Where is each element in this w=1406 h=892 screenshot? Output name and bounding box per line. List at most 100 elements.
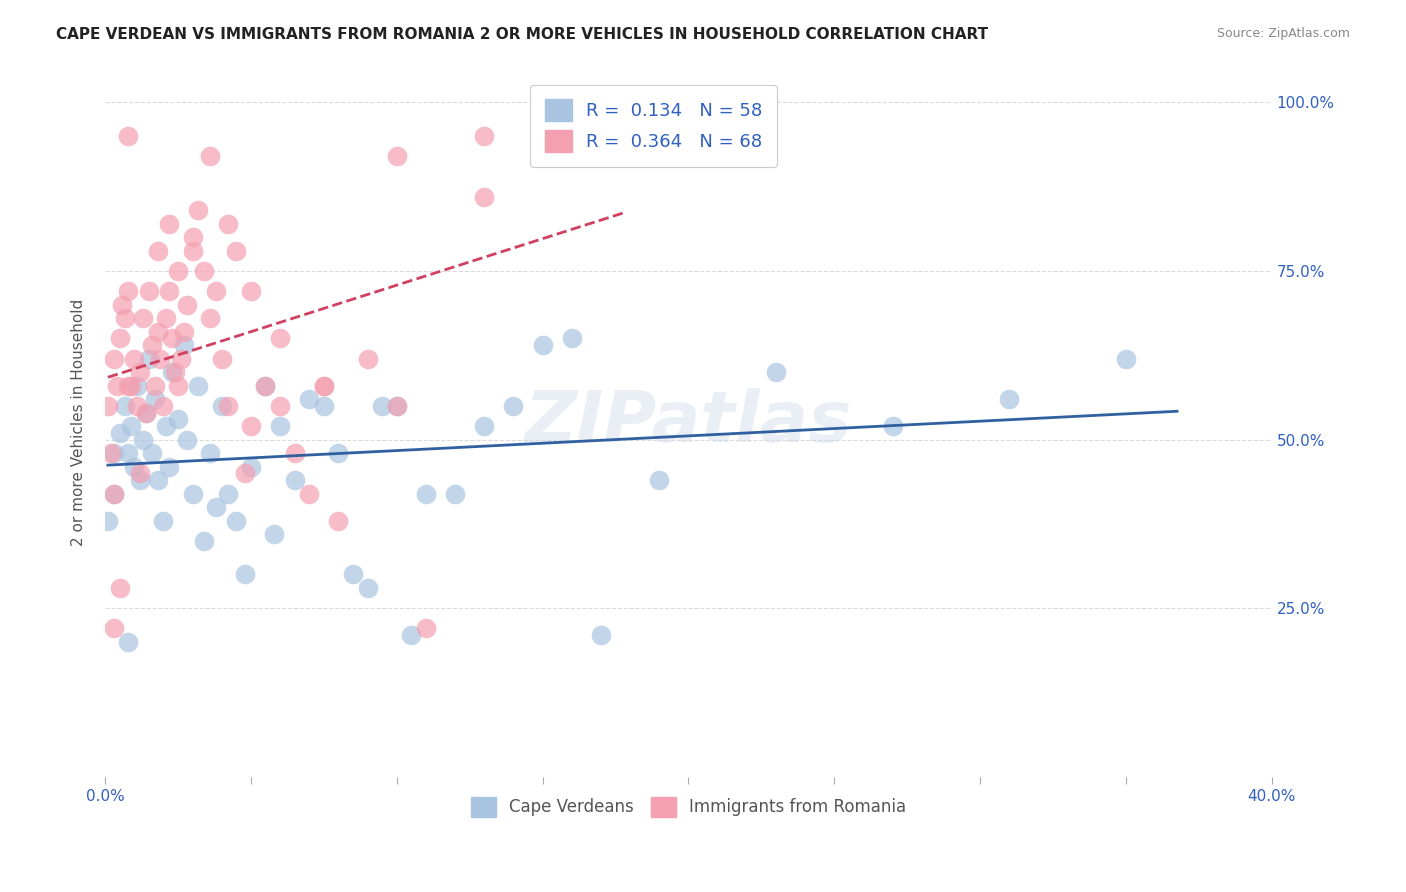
Point: [146, 325, 169, 339]
Point: [298, 392, 321, 406]
Point: [444, 486, 467, 500]
Point: [263, 527, 285, 541]
Point: [117, 378, 139, 392]
Point: [152, 399, 174, 413]
Point: [239, 419, 262, 434]
Point: [401, 628, 423, 642]
Point: [217, 217, 239, 231]
Point: [181, 244, 204, 258]
Point: [269, 399, 291, 413]
Point: [187, 378, 209, 392]
Point: [589, 109, 612, 123]
Text: ZIPatlas: ZIPatlas: [524, 388, 852, 458]
Point: [176, 298, 198, 312]
Point: [103, 486, 125, 500]
Point: [998, 392, 1021, 406]
Point: [103, 486, 125, 500]
Point: [100, 446, 122, 460]
Point: [141, 446, 163, 460]
Point: [472, 190, 495, 204]
Point: [135, 406, 157, 420]
Point: [97, 514, 120, 528]
Point: [269, 419, 291, 434]
Y-axis label: 2 or more Vehicles in Household: 2 or more Vehicles in Household: [72, 299, 86, 546]
Point: [356, 581, 378, 595]
Point: [312, 399, 335, 413]
Point: [225, 244, 247, 258]
Point: [217, 486, 239, 500]
Point: [371, 399, 394, 413]
Point: [152, 514, 174, 528]
Point: [143, 392, 166, 406]
Point: [205, 500, 228, 514]
Point: [157, 217, 180, 231]
Point: [233, 567, 256, 582]
Point: [239, 459, 262, 474]
Point: [415, 622, 437, 636]
Point: [342, 567, 364, 582]
Point: [531, 109, 554, 123]
Point: [225, 514, 247, 528]
Point: [170, 351, 193, 366]
Point: [157, 459, 180, 474]
Point: [648, 473, 671, 487]
Point: [187, 203, 209, 218]
Point: [160, 331, 183, 345]
Point: [254, 378, 277, 392]
Point: [114, 311, 136, 326]
Point: [117, 128, 139, 143]
Point: [122, 351, 145, 366]
Point: [167, 412, 190, 426]
Point: [298, 486, 321, 500]
Point: [122, 459, 145, 474]
Point: [120, 378, 142, 392]
Point: [385, 399, 408, 413]
Point: [103, 446, 125, 460]
Point: [211, 351, 233, 366]
Point: [129, 473, 152, 487]
Point: [117, 446, 139, 460]
Point: [312, 378, 335, 392]
Point: [108, 425, 131, 440]
Point: [103, 351, 125, 366]
Point: [254, 378, 277, 392]
Point: [103, 622, 125, 636]
Point: [125, 378, 148, 392]
Point: [157, 284, 180, 298]
Point: [176, 433, 198, 447]
Point: [217, 399, 239, 413]
Point: [129, 467, 152, 481]
Point: [284, 473, 307, 487]
Point: [205, 284, 228, 298]
Point: [198, 311, 221, 326]
Point: [284, 446, 307, 460]
Point: [173, 338, 195, 352]
Point: [198, 149, 221, 163]
Point: [502, 399, 524, 413]
Point: [155, 419, 177, 434]
Point: [120, 419, 142, 434]
Point: [132, 433, 155, 447]
Point: [312, 378, 335, 392]
Point: [138, 351, 160, 366]
Point: [108, 581, 131, 595]
Point: [138, 284, 160, 298]
Point: [149, 351, 172, 366]
Point: [239, 284, 262, 298]
Point: [531, 338, 554, 352]
Point: [167, 378, 190, 392]
Point: [117, 635, 139, 649]
Point: [561, 331, 583, 345]
Text: CAPE VERDEAN VS IMMIGRANTS FROM ROMANIA 2 OR MORE VEHICLES IN HOUSEHOLD CORRELAT: CAPE VERDEAN VS IMMIGRANTS FROM ROMANIA …: [56, 27, 988, 42]
Point: [108, 331, 131, 345]
Point: [472, 128, 495, 143]
Point: [160, 365, 183, 379]
Point: [125, 399, 148, 413]
Point: [132, 311, 155, 326]
Point: [143, 378, 166, 392]
Point: [141, 338, 163, 352]
Point: [146, 244, 169, 258]
Point: [173, 325, 195, 339]
Point: [385, 399, 408, 413]
Point: [765, 365, 787, 379]
